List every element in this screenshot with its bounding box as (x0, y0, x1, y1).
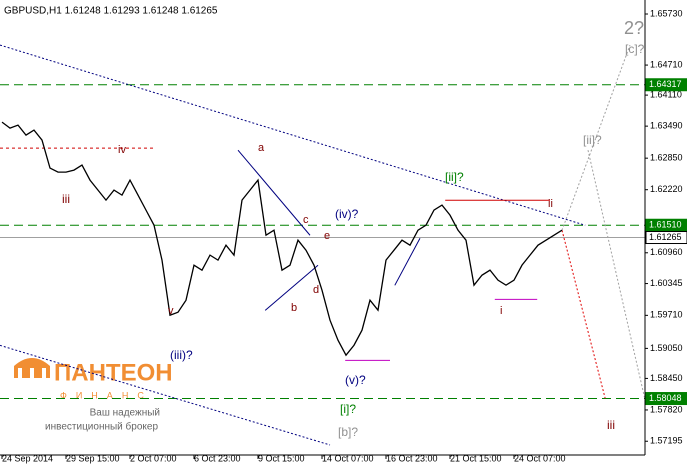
logo-column (42, 368, 46, 378)
trend-line (0, 344, 331, 446)
annotation: (v)? (345, 373, 366, 387)
price-line (1, 121, 563, 357)
brand: ПАНТЕОН (54, 359, 173, 386)
y-tick-label: 1.64710 (650, 59, 683, 69)
annotation: i (500, 305, 502, 317)
trend-line (561, 44, 631, 231)
annotation: [b]? (338, 425, 358, 439)
y-tick-label: 1.59050 (650, 343, 683, 353)
annotation: c (303, 214, 309, 226)
trend-line (561, 230, 606, 399)
level-label: 1.61510 (649, 220, 682, 230)
annotation: iv (118, 144, 126, 156)
trend-line (264, 264, 319, 311)
trend-line (237, 149, 311, 236)
annotation: ii (548, 198, 553, 210)
y-tick-label: 1.60345 (650, 278, 683, 288)
annotation: 2? (624, 18, 644, 38)
y-tick-label: 1.65730 (650, 8, 683, 18)
annotation: b (291, 302, 297, 314)
annotation: iii (607, 418, 615, 432)
y-tick-label: 1.62220 (650, 184, 683, 194)
annotation: [c]? (625, 42, 645, 56)
annotation: [ii]? (583, 133, 602, 147)
y-tick-label: 1.60960 (650, 247, 683, 257)
x-tick-label: 24 Oct 07:00 (514, 453, 566, 463)
logo-column (18, 368, 22, 378)
annotation: [i]? (340, 402, 356, 416)
y-tick-label: 1.64110 (650, 89, 682, 99)
brand-sub: ФИНАНС (60, 390, 153, 400)
level-label: 1.64317 (649, 79, 682, 89)
y-tick-label: 1.57820 (650, 404, 683, 414)
annotation: [ii]? (445, 170, 464, 184)
y-tick-label: 1.57195 (650, 436, 683, 446)
trend-line (587, 150, 645, 401)
level-label-box (645, 392, 687, 406)
y-tick-label: 1.63490 (650, 121, 683, 131)
plot (0, 44, 645, 446)
y-tick-label: 1.58450 (650, 373, 683, 383)
x-tick-label: 9 Oct 15:00 (258, 453, 305, 463)
level-label-box (645, 78, 687, 92)
y-tick-label: 1.62850 (650, 153, 683, 163)
x-tick-label: 14 Oct 07:00 (322, 453, 374, 463)
annotation: iii (62, 192, 70, 206)
x-tick-label: 6 Oct 23:00 (194, 453, 241, 463)
level-label-box (645, 231, 687, 245)
slogan: инвестиционный брокер (45, 421, 158, 433)
slogan: Ваш надежный (90, 408, 160, 419)
trend-line (394, 238, 421, 286)
logo-column (30, 368, 34, 378)
x-tick-label: 16 Oct 23:00 (386, 453, 438, 463)
annotation: v (168, 305, 174, 317)
annotation: a (258, 142, 265, 154)
annotation: d (313, 284, 319, 296)
annotation: e (324, 230, 330, 242)
x-tick-label: 2 Oct 07:00 (130, 453, 177, 463)
x-tick-label: 21 Oct 15:00 (450, 453, 502, 463)
level-label: 1.61265 (649, 232, 682, 242)
x-tick-label: 24 Sep 2014 (2, 453, 53, 463)
watermark: ПАНТЕОН ФИНАНС Ваш надежный инвестиционн… (14, 358, 173, 433)
annotation: (iv)? (335, 207, 359, 221)
x-tick-label: 29 Sep 15:00 (66, 453, 120, 463)
chart-title: GBPUSD,H1 1.61248 1.61293 1.61248 1.6126… (4, 6, 218, 17)
y-tick-label: 1.59710 (650, 310, 683, 320)
level-label: 1.58048 (649, 393, 682, 403)
annotation: (iii)? (170, 348, 193, 362)
